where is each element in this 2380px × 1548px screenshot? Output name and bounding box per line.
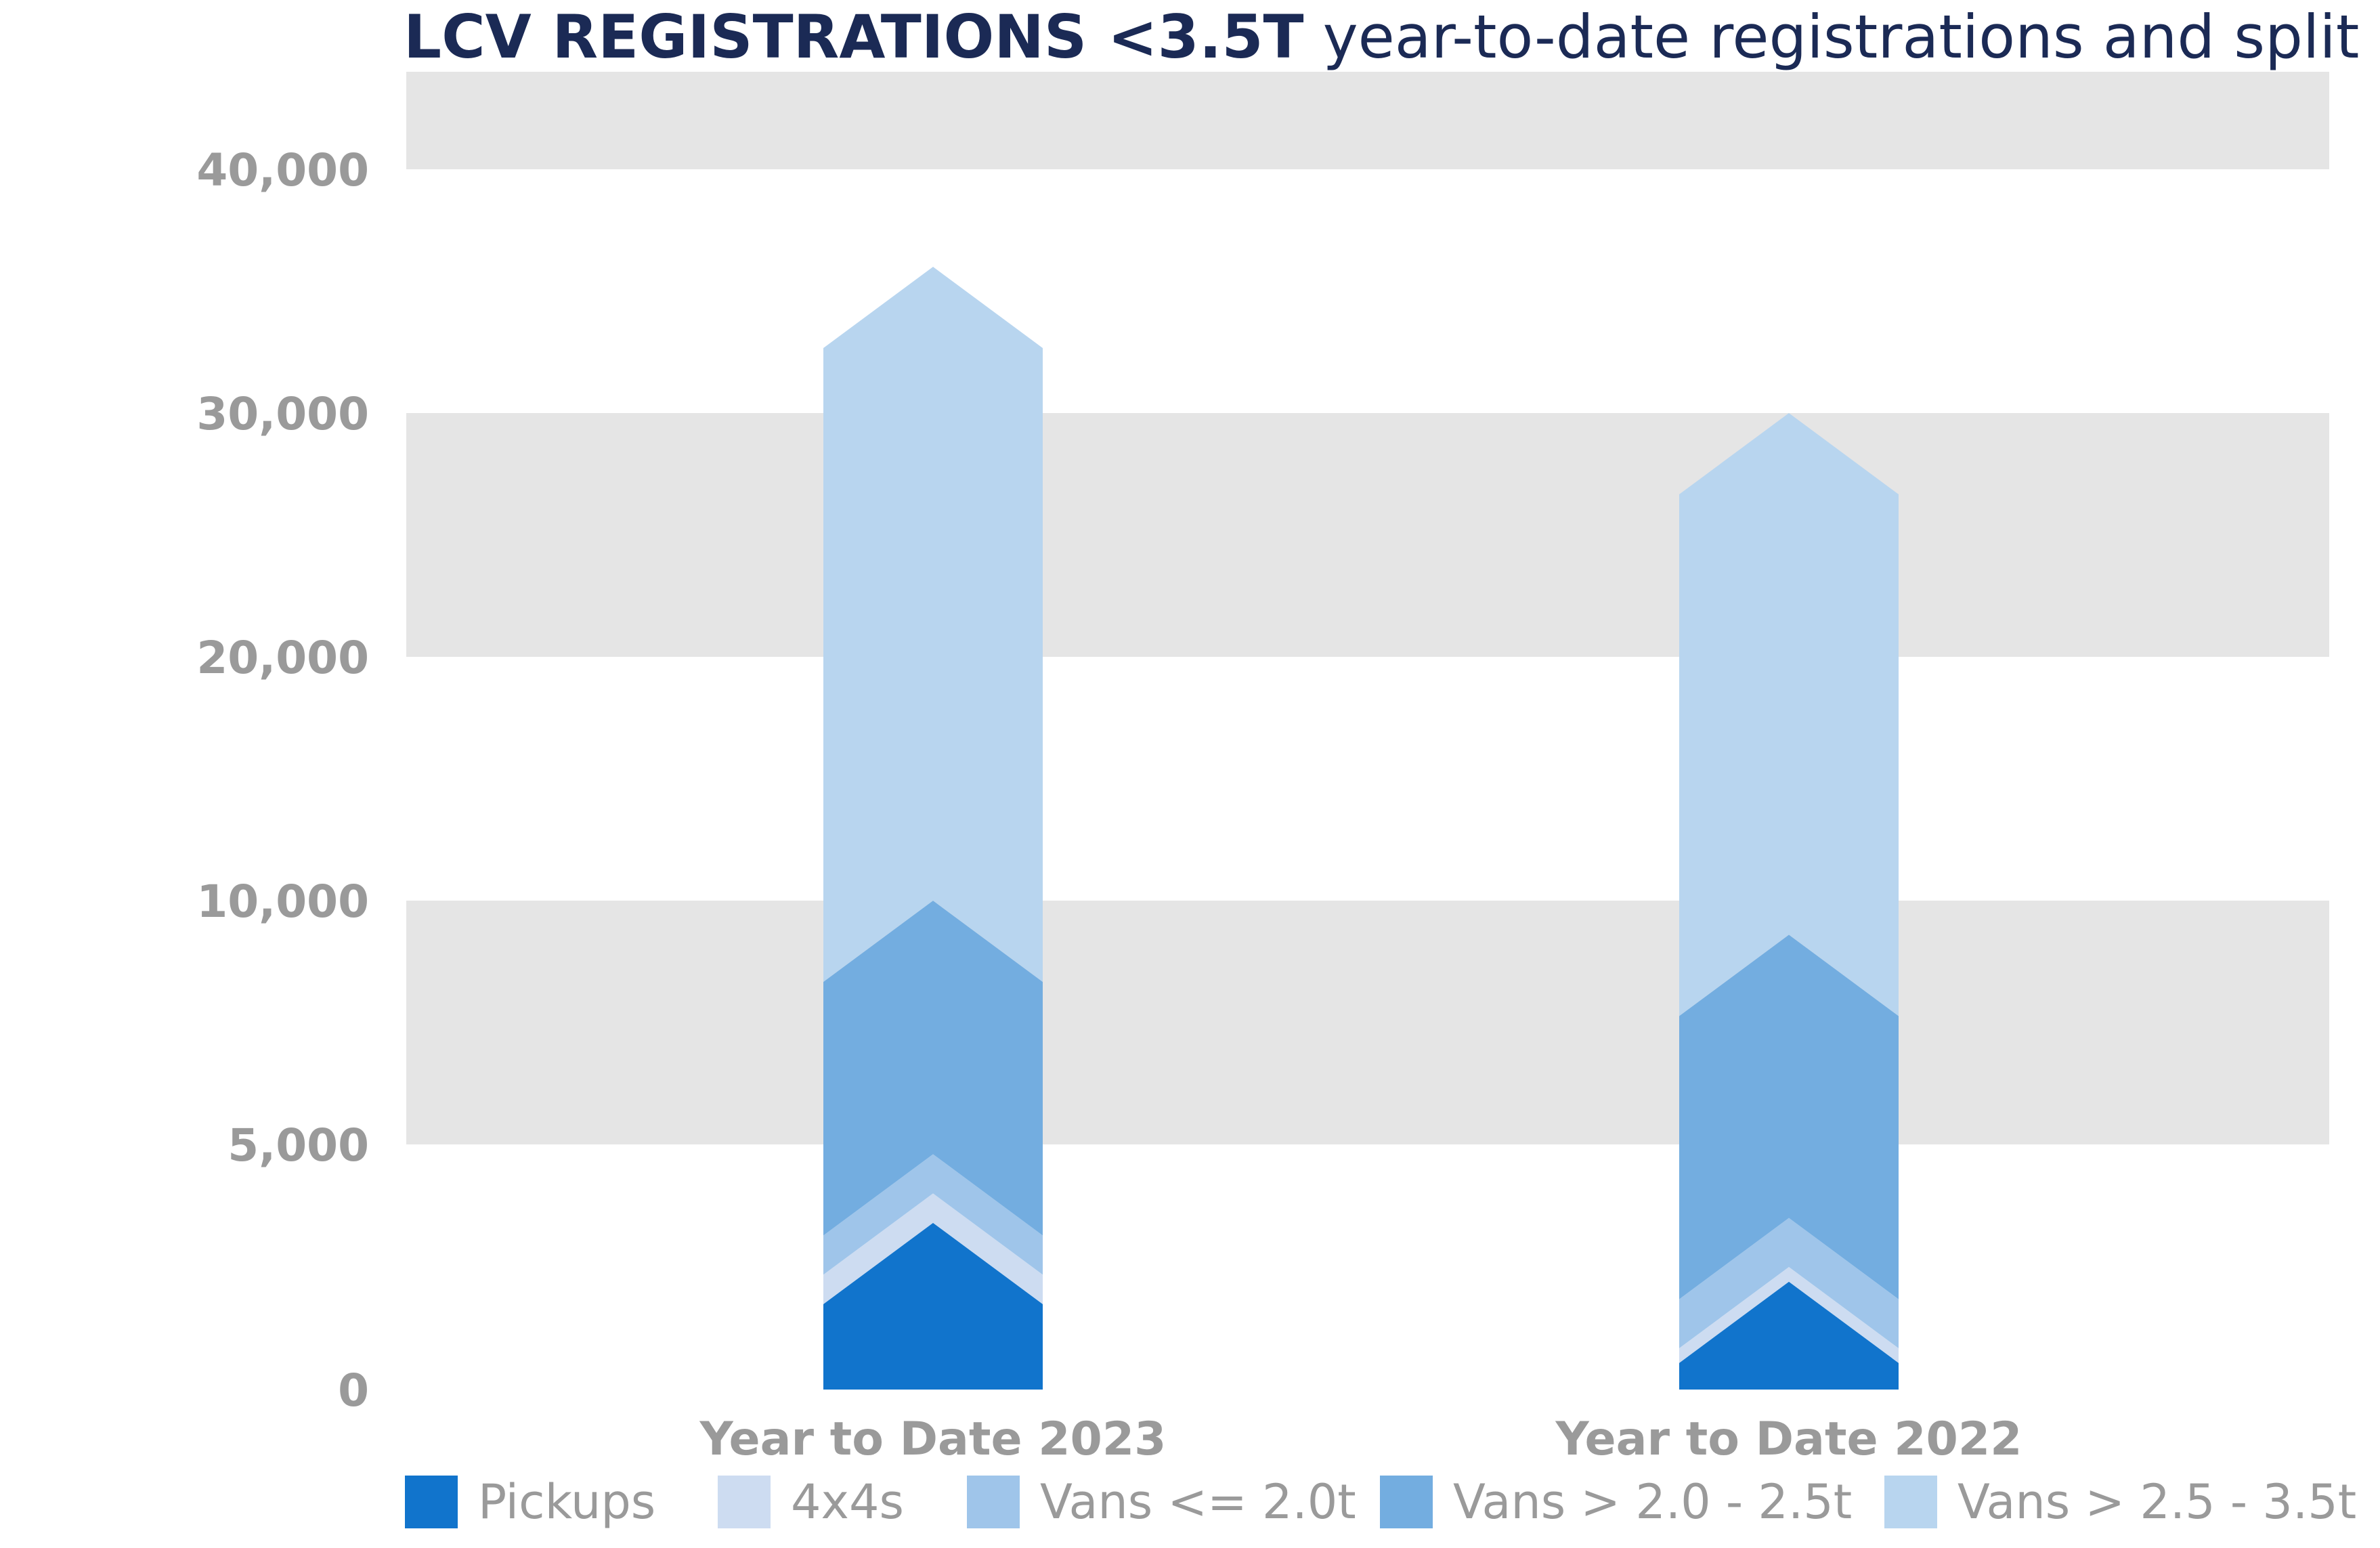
x-category-label: Year to Date 2022 [1555,1413,2022,1466]
bars [823,267,1899,1390]
legend-item: Vans <= 2.0t [967,1468,1356,1536]
bar-stack [1679,413,1899,1390]
y-tick-label: 30,000 [196,388,369,440]
legend-label: Pickups [478,1474,656,1530]
legend-swatch [1380,1476,1433,1528]
bar-segment [823,1154,1043,1275]
legend-item: Vans > 2.0 - 2.5t [1380,1468,1852,1536]
legend-item: Pickups [405,1468,655,1536]
bar-segment [823,1222,1043,1390]
bar-segment [823,267,1043,982]
bar-segment [1679,413,1899,1016]
grid-band-0 [406,901,2329,1144]
legend-swatch [718,1476,771,1528]
grid-bands [406,72,2329,1144]
bar-segment [1679,934,1899,1299]
legend-label: Vans <= 2.0t [1040,1474,1356,1530]
legend-label: Vans > 2.0 - 2.5t [1453,1474,1853,1530]
legend-swatch [405,1476,458,1528]
y-tick-label: 5,000 [228,1119,369,1171]
legend-label: Vans > 2.5 - 3.5t [1957,1474,2357,1530]
bar-segment [1679,1218,1899,1348]
legend: Pickups 4x4s Vans <= 2.0t Vans > 2.0 - 2.5t… [405,1468,2368,1536]
y-tick-label: 20,000 [196,632,369,684]
legend-item: 4x4s [718,1468,904,1536]
bar-stack [823,267,1043,1390]
grid-band-2 [406,72,2329,169]
grid-band-1 [406,413,2329,657]
bar-segment [823,901,1043,1236]
legend-swatch [967,1476,1020,1528]
legend-label: 4x4s [791,1474,904,1530]
legend-swatch [1884,1476,1937,1528]
chart-title-rest: year-to-date registrations and split [1322,2,2360,72]
chart-title-bold: LCV REGISTRATIONS <3.5T [404,2,1304,72]
legend-item: Vans > 2.5 - 3.5t [1884,1468,2356,1536]
x-axis-categories: Year to Date 2023 Year to Date 2022 [699,1413,2022,1466]
bar-segment [823,1193,1043,1304]
y-tick-label: 40,000 [196,144,369,196]
chart-title: LCV REGISTRATIONS <3.5T year-to-date reg… [404,0,2359,74]
bar-segment [1679,1281,1899,1390]
y-axis-ticks: 0 5,000 10,000 20,000 30,000 40,000 [196,144,369,1417]
x-category-label: Year to Date 2023 [699,1413,1167,1466]
y-tick-label: 10,000 [196,876,369,928]
y-tick-label: 0 [338,1364,369,1417]
